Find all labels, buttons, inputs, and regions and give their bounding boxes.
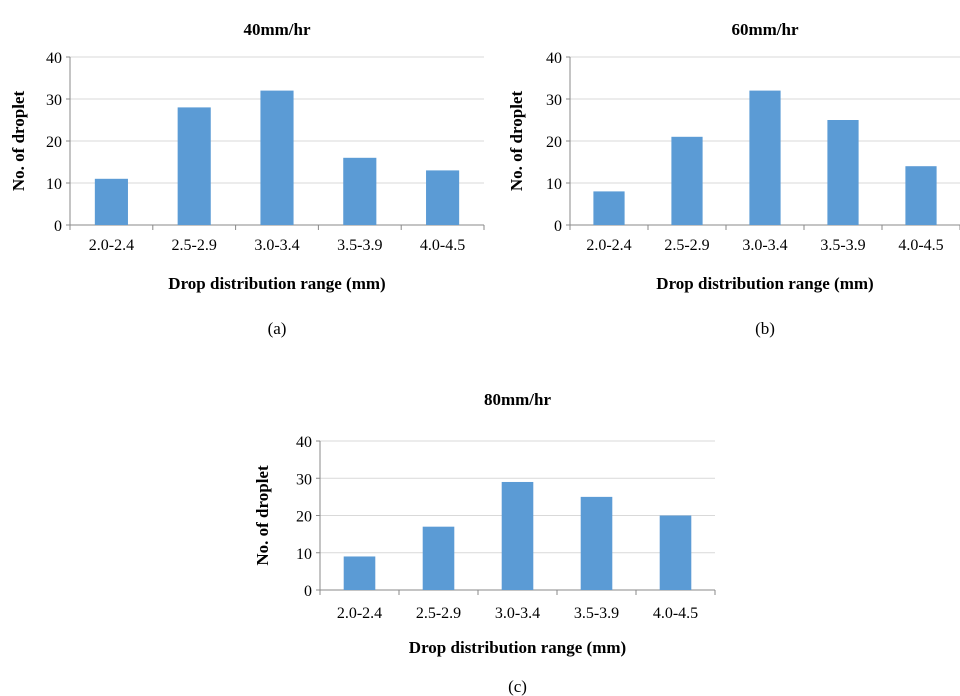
y-axis-title: No. of droplet [9, 91, 28, 192]
x-tick-label: 4.0-4.5 [420, 237, 465, 254]
y-tick-label: 0 [54, 218, 62, 235]
x-tick-label: 2.5-2.9 [664, 237, 709, 254]
y-tick-label: 10 [546, 176, 562, 193]
figure-caption: (b) [755, 319, 775, 338]
x-tick-label: 3.5-3.9 [337, 237, 382, 254]
chart-3: 0 10 20 30 40 2.0-2.4 2.5-2.9 3.0-3.4 3.5-3.9 4.0… [253, 390, 716, 696]
chart-1: 0 10 20 30 40 2.0-2.4 2.5-2.9 3.0-3.4 3.5-3.9 4.0… [9, 20, 485, 338]
figure-caption: (c) [508, 677, 527, 696]
y-tick-label: 20 [546, 134, 562, 151]
x-tick-label: 4.0-4.5 [898, 237, 943, 254]
y-tick-label: 40 [46, 50, 62, 67]
figure-caption: (a) [268, 319, 287, 338]
bar-3.0-3.4 [260, 90, 294, 225]
y-tick-label: 30 [296, 471, 312, 488]
x-tick-label: 2.5-2.9 [416, 605, 461, 622]
bar-2.0-2.4 [593, 191, 625, 225]
y-axis-title: No. of droplet [507, 91, 526, 192]
y-tick-label: 20 [46, 134, 62, 151]
bar-4.0-4.5 [426, 170, 460, 225]
y-tick-label: 20 [296, 509, 312, 526]
x-tick-label: 3.0-3.4 [254, 237, 299, 254]
x-tick-label: 3.5-3.9 [820, 237, 865, 254]
bar-3.0-3.4 [501, 481, 534, 590]
y-tick-label: 0 [304, 583, 312, 600]
y-tick-label: 40 [296, 434, 312, 451]
x-tick-label: 2.0-2.4 [89, 237, 134, 254]
bar-2.5-2.9 [671, 136, 703, 225]
y-tick-label: 30 [546, 92, 562, 109]
y-tick-label: 40 [546, 50, 562, 67]
chart-title: 80mm/hr [484, 390, 552, 409]
bar-4.0-4.5 [659, 515, 692, 590]
chart-2: 0 10 20 30 40 2.0-2.4 2.5-2.9 3.0-3.4 3.5-3.9 4.0… [507, 20, 960, 338]
x-tick-label: 2.0-2.4 [586, 237, 631, 254]
x-tick-label: 3.5-3.9 [574, 605, 619, 622]
bar-2.5-2.9 [177, 107, 211, 225]
y-tick-label: 10 [46, 176, 62, 193]
x-axis-title: Drop distribution range (mm) [409, 638, 626, 657]
bar-4.0-4.5 [905, 166, 937, 225]
bar-2.5-2.9 [422, 526, 455, 590]
x-axis-title: Drop distribution range (mm) [656, 274, 873, 293]
x-tick-label: 3.0-3.4 [495, 605, 540, 622]
bar-3.0-3.4 [749, 90, 781, 225]
x-axis-title: Drop distribution range (mm) [168, 274, 385, 293]
x-tick-label: 4.0-4.5 [653, 605, 698, 622]
bar-2.0-2.4 [94, 178, 128, 225]
chart-title: 60mm/hr [731, 20, 799, 39]
x-tick-label: 2.5-2.9 [172, 237, 217, 254]
chart-title: 40mm/hr [243, 20, 311, 39]
bar-2.0-2.4 [343, 556, 376, 590]
y-tick-label: 10 [296, 546, 312, 563]
bar-3.5-3.9 [827, 120, 859, 225]
y-axis-title: No. of droplet [253, 465, 272, 566]
bar-3.5-3.9 [343, 157, 377, 225]
x-tick-label: 2.0-2.4 [337, 605, 382, 622]
y-tick-label: 0 [554, 218, 562, 235]
bar-3.5-3.9 [580, 496, 613, 590]
y-tick-label: 30 [46, 92, 62, 109]
x-tick-label: 3.0-3.4 [742, 237, 787, 254]
